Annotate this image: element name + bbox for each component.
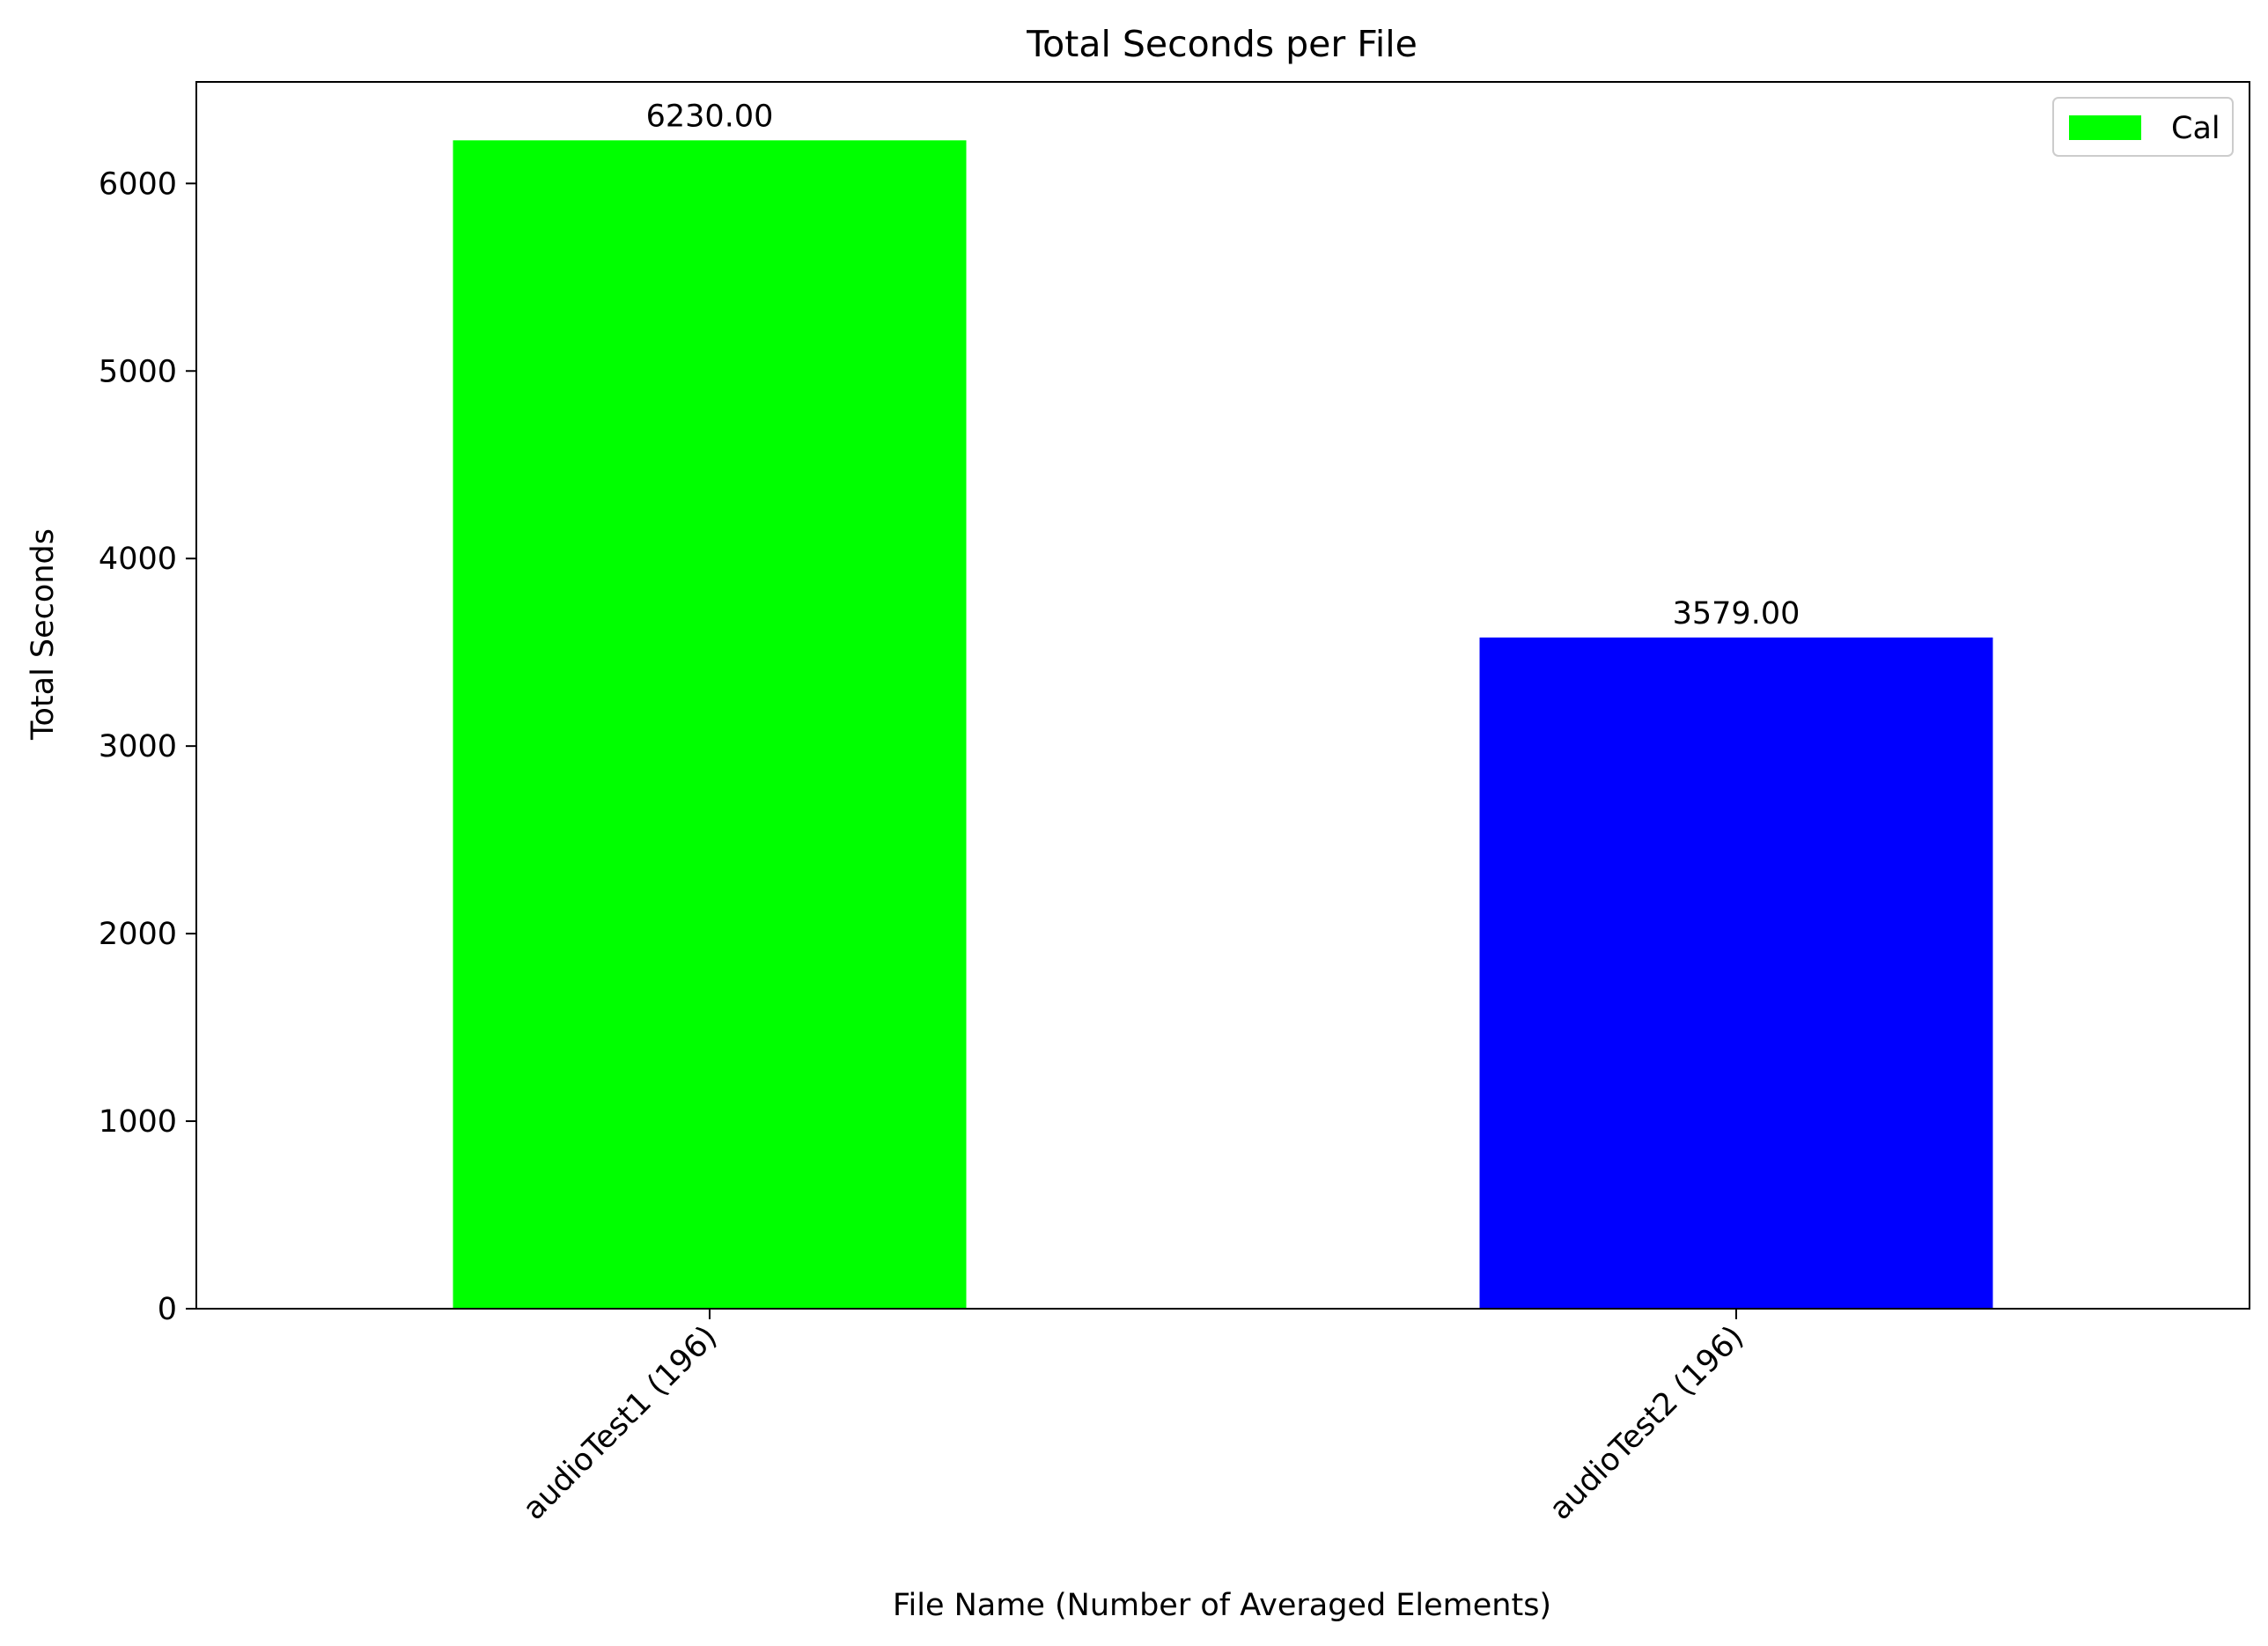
bar-2 xyxy=(1479,637,1993,1309)
y-tick-label-2000: 2000 xyxy=(99,917,177,952)
y-tick-label-1000: 1000 xyxy=(99,1104,177,1140)
legend-box xyxy=(2052,97,2234,157)
legend-swatch-1 xyxy=(2069,115,2141,140)
y-tick-label-3000: 3000 xyxy=(99,729,177,764)
y-tick-label-5000: 5000 xyxy=(99,354,177,389)
bar-1 xyxy=(453,140,967,1309)
data-label-2: 3579.00 xyxy=(1673,596,1800,631)
y-tick-label-0: 0 xyxy=(158,1292,177,1327)
axes-frame xyxy=(195,81,2250,1310)
y-axis-label: Total Seconds xyxy=(26,528,61,741)
legend-label-1: Cal xyxy=(2171,111,2220,146)
chart-title: Total Seconds per File xyxy=(1026,23,1418,65)
data-label-1: 6230.00 xyxy=(646,99,774,134)
y-tick-label-4000: 4000 xyxy=(99,542,177,577)
x-axis-label: File Name (Number of Averaged Elements) xyxy=(893,1588,1551,1623)
y-tick-label-6000: 6000 xyxy=(99,166,177,202)
